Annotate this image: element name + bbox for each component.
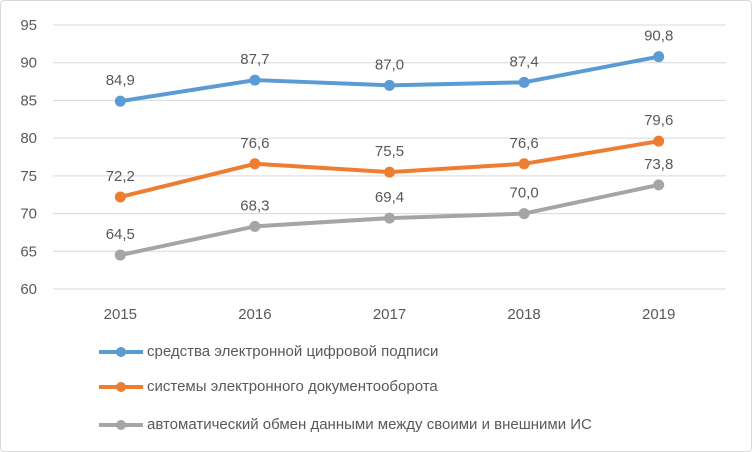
- x-tick-label: 2017: [373, 306, 406, 323]
- data-label: 84,9: [106, 72, 135, 89]
- legend-marker-0: [99, 346, 143, 357]
- data-label: 87,0: [375, 56, 404, 73]
- legend-label-0: средства электронной цифровой подписи: [147, 343, 439, 360]
- y-tick-label: 95: [20, 17, 37, 34]
- data-point: [384, 79, 395, 91]
- data-label: 87,7: [240, 51, 269, 68]
- data-label: 76,6: [509, 135, 538, 152]
- data-point: [518, 158, 530, 170]
- data-point: [249, 220, 261, 232]
- data-point: [653, 179, 665, 191]
- line-chart: 60 65 70 75 80 85 90 95 2015 2016 2017 2018 2019 84,9…: [20, 17, 726, 323]
- data-point: [518, 208, 530, 220]
- data-label: 68,3: [240, 197, 269, 214]
- legend-marker-2: [99, 419, 143, 430]
- data-point: [249, 74, 261, 86]
- data-label: 70,0: [509, 185, 538, 202]
- data-label: 73,8: [644, 156, 673, 173]
- data-point: [518, 76, 530, 88]
- data-label: 90,8: [644, 28, 673, 45]
- data-label: 87,4: [509, 53, 538, 70]
- y-tick-label: 90: [20, 55, 37, 72]
- data-label: 69,4: [375, 189, 404, 206]
- legend-item-0: средства электронной цифровой подписи: [99, 343, 438, 360]
- y-tick-label: 80: [20, 130, 37, 147]
- x-tick-label: 2015: [104, 306, 137, 323]
- legend-marker-1: [99, 381, 143, 392]
- data-point: [114, 249, 126, 261]
- data-label: 79,6: [644, 112, 673, 129]
- y-tick-label: 70: [20, 206, 37, 223]
- legend-item-1: системы электронного документооборота: [99, 378, 438, 395]
- legend-label-1: системы электронного документооборота: [147, 378, 438, 395]
- data-point: [249, 158, 261, 170]
- legend-item-2: автоматический обмен данными между своим…: [99, 416, 592, 433]
- legend-label-2: автоматический обмен данными между своим…: [147, 416, 592, 433]
- data-point: [653, 135, 665, 147]
- data-label: 72,2: [106, 168, 135, 185]
- x-tick-label: 2018: [507, 306, 540, 323]
- data-point: [114, 95, 126, 107]
- x-tick-label: 2019: [642, 306, 675, 323]
- data-point: [653, 51, 665, 63]
- x-tick-label: 2016: [238, 306, 271, 323]
- data-point: [384, 166, 395, 178]
- data-label: 64,5: [106, 226, 135, 243]
- y-tick-label: 60: [20, 281, 37, 298]
- y-tick-label: 75: [20, 168, 37, 185]
- data-point: [384, 212, 395, 224]
- data-point: [114, 191, 126, 203]
- data-label: 75,5: [375, 143, 404, 160]
- data-label: 76,6: [240, 135, 269, 152]
- y-tick-label: 85: [20, 92, 37, 109]
- y-tick-label: 65: [20, 243, 37, 260]
